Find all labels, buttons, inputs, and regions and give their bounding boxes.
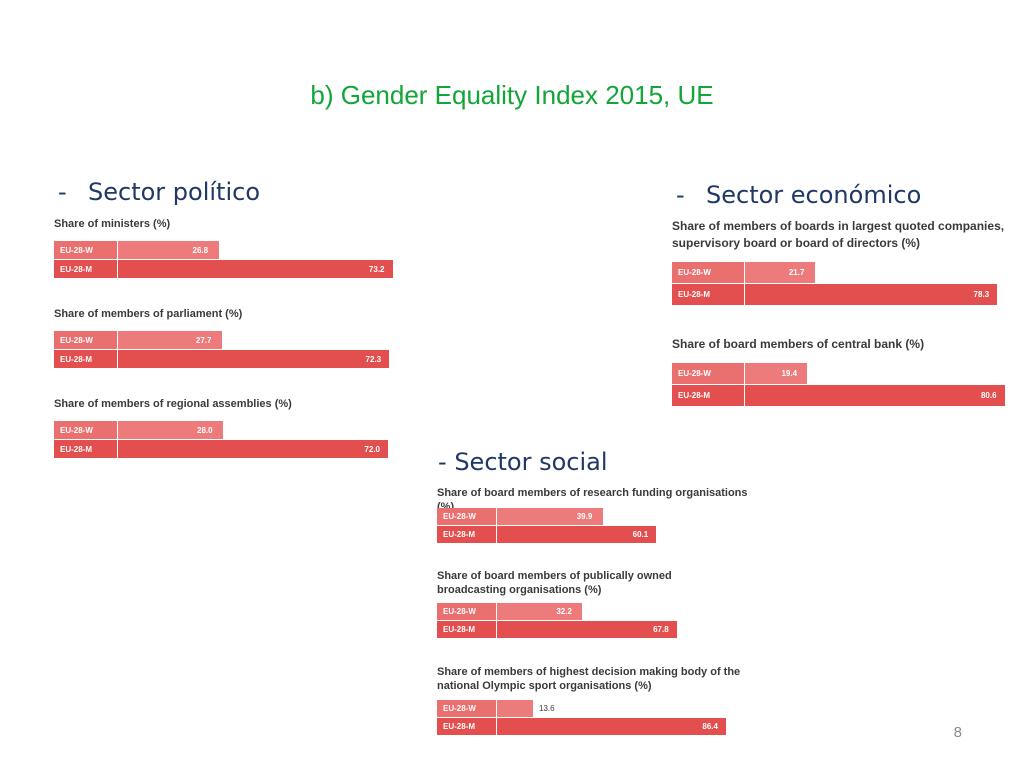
category-label: EU-28-M: [54, 350, 118, 368]
value-label: 13.6: [539, 704, 555, 713]
bar-row: EU-28-W 28.0: [54, 421, 223, 439]
chart-regional-assemblies: Share of members of regional assemblies …: [54, 397, 388, 458]
bar-row: EU-28-M 78.3: [672, 284, 998, 305]
value-label: 26.8: [192, 245, 209, 255]
section-dash: -: [58, 178, 67, 206]
bar-men: [497, 526, 657, 543]
chart-olympic-sport: Share of members of highest decision mak…: [437, 665, 757, 735]
category-label: EU-28-M: [437, 621, 497, 638]
chart-title: Share of members of parliament (%): [54, 308, 243, 320]
bar-men: [118, 350, 390, 368]
bar-row: EU-28-W 19.4: [672, 363, 808, 384]
category-label: EU-28-W: [437, 508, 497, 525]
chart-research-funding: Share of board members of research fundi…: [437, 486, 757, 543]
section-heading-economico: - Sector económico: [676, 181, 921, 209]
value-label: 72.3: [365, 354, 382, 364]
value-label: 72.0: [364, 444, 380, 454]
value-label: 78.3: [973, 290, 990, 299]
chart-title: Share of members of regional assemblies …: [54, 398, 292, 410]
category-label: EU-28-W: [672, 262, 745, 283]
bar-women: [745, 363, 808, 384]
section-heading-social: - Sector social: [438, 448, 608, 476]
value-label: 19.4: [781, 369, 798, 378]
category-label: EU-28-M: [437, 718, 497, 735]
bar-row: EU-28-M 60.1: [437, 526, 657, 543]
bar-women: [118, 331, 222, 349]
category-label: EU-28-W: [54, 421, 118, 439]
bar-men: [497, 621, 677, 638]
bar-men: [745, 284, 998, 305]
bar-row: EU-28-M 72.0: [54, 440, 388, 458]
bar-women: [118, 241, 219, 259]
chart-title: Share of members of boards in largest qu…: [672, 219, 1005, 250]
category-label: EU-28-W: [437, 603, 497, 620]
bar-row: EU-28-M 67.8: [437, 621, 677, 638]
value-label: 60.1: [632, 530, 649, 539]
category-label: EU-28-W: [437, 700, 497, 717]
chart-title: Share of members of highest decision mak…: [437, 666, 741, 692]
bar-row: EU-28-M 86.4: [437, 718, 726, 735]
category-label: EU-28-M: [672, 284, 745, 305]
chart-broadcasting: Share of board members of publically own…: [437, 569, 757, 638]
bar-row: EU-28-W 13.6: [437, 700, 555, 717]
bar-men: [745, 385, 1005, 406]
section-dash: -: [676, 181, 685, 209]
value-label: 86.4: [702, 722, 718, 731]
bar-row: EU-28-M 80.6: [672, 385, 1005, 406]
value-label: 67.8: [653, 625, 669, 634]
section-dash: -: [438, 448, 447, 476]
chart-central-bank: Share of board members of central bank (…: [672, 336, 1012, 406]
value-label: 21.7: [788, 268, 805, 277]
chart-title: Share of board members of central bank (…: [672, 337, 925, 351]
bar-women: [745, 262, 815, 283]
bar-men: [118, 260, 393, 278]
bar-women: [497, 603, 583, 620]
category-label: EU-28-W: [672, 363, 745, 384]
bar-women: [497, 508, 603, 525]
bar-row: EU-28-W 39.9: [437, 508, 603, 525]
chart-title: Share of ministers (%): [54, 218, 171, 230]
section-heading-politico: - Sector político: [58, 178, 260, 206]
value-label: 27.7: [195, 335, 212, 345]
value-label: 32.2: [556, 607, 572, 616]
slide-title: b) Gender Equality Index 2015, UE: [310, 80, 714, 110]
section-label: Sector político: [88, 178, 260, 206]
section-label: Sector económico: [706, 181, 922, 209]
bar-row: EU-28-W 21.7: [672, 262, 815, 283]
bar-row: EU-28-W 32.2: [437, 603, 583, 620]
bar-men: [118, 440, 388, 458]
page-number: 8: [953, 724, 962, 741]
value-label: 73.2: [368, 264, 385, 274]
chart-parliament: Share of members of parliament (%) EU-28-…: [54, 307, 390, 368]
bar-row: EU-28-W 26.8: [54, 241, 219, 259]
bar-row: EU-28-M 72.3: [54, 350, 390, 368]
category-label: EU-28-W: [54, 241, 118, 259]
category-label: EU-28-M: [672, 385, 745, 406]
bar-men: [497, 718, 726, 735]
chart-ministers: Share of ministers (%) EU-28-W 26.8 EU-28-M…: [54, 217, 393, 278]
bar-women: [497, 700, 534, 717]
category-label: EU-28-W: [54, 331, 118, 349]
bar-row: EU-28-M 73.2: [54, 260, 393, 278]
chart-title: Share of board members of publically own…: [437, 570, 672, 596]
section-label: Sector social: [454, 448, 608, 476]
bar-women: [118, 421, 223, 439]
chart-boards-quoted-companies: Share of members of boards in largest qu…: [672, 218, 1012, 305]
category-label: EU-28-M: [54, 440, 118, 458]
value-label: 28.0: [197, 425, 213, 435]
category-label: EU-28-M: [437, 526, 497, 543]
bar-row: EU-28-W 27.7: [54, 331, 222, 349]
category-label: EU-28-M: [54, 260, 118, 278]
value-label: 39.9: [576, 512, 593, 521]
value-label: 80.6: [980, 391, 997, 400]
